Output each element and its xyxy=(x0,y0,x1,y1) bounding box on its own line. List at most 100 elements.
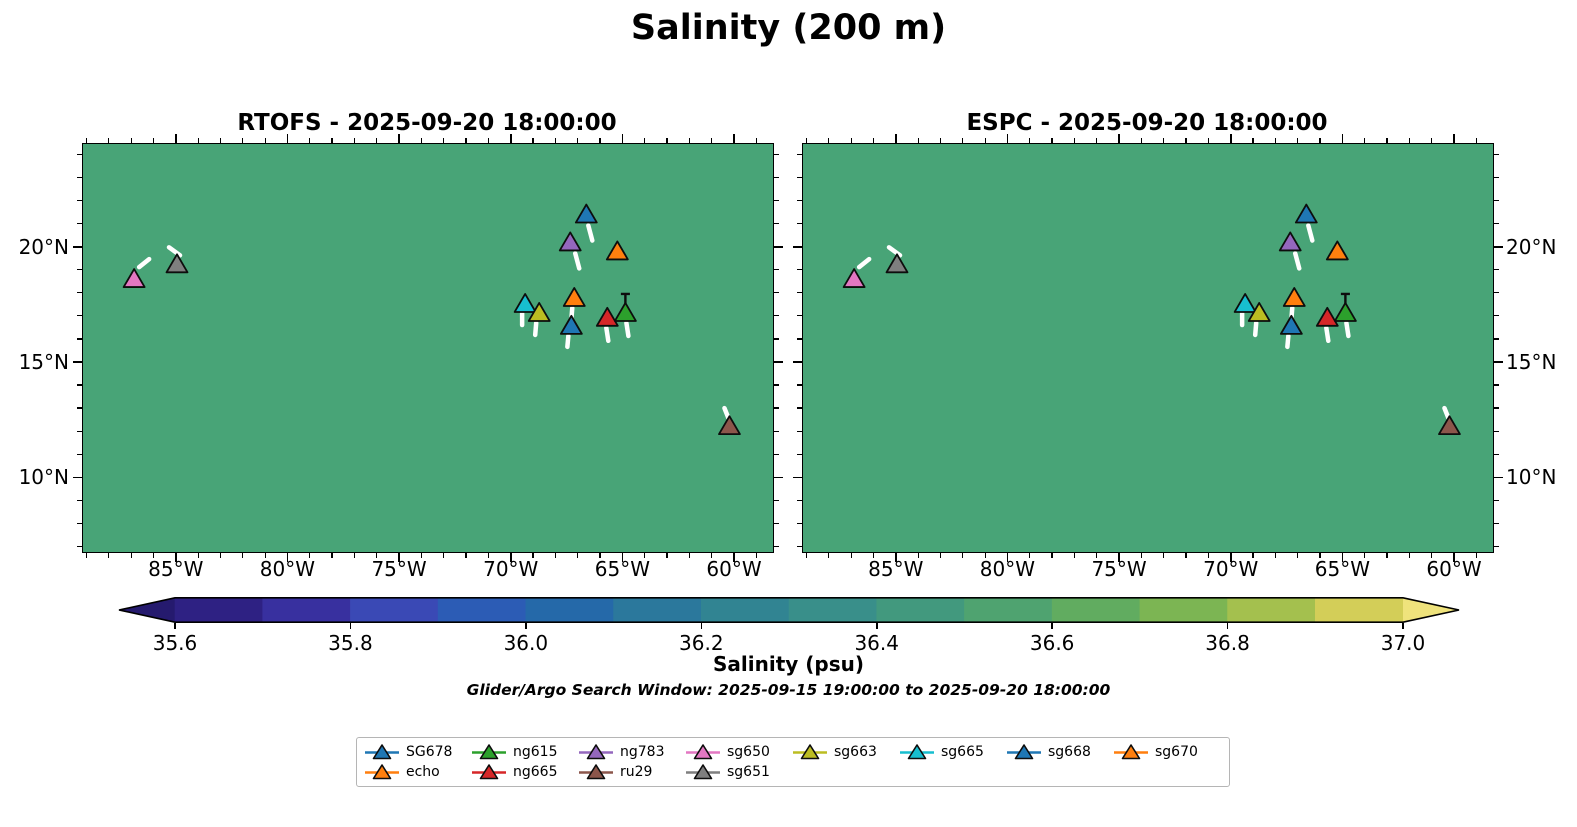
tick-mark xyxy=(1029,138,1031,143)
tick-mark xyxy=(805,138,808,143)
tick-mark xyxy=(577,552,579,558)
tick-mark xyxy=(77,315,82,317)
tick-mark xyxy=(532,138,534,143)
tick-mark xyxy=(1006,134,1009,143)
tick-mark xyxy=(152,138,155,143)
legend-label: ng783 xyxy=(620,744,665,760)
legend-marker-icon xyxy=(686,744,720,760)
panel-title-rtofs: RTOFS - 2025-09-20 18:00:00 xyxy=(237,110,617,136)
tick-mark xyxy=(733,552,735,562)
glider-marker-sg668 xyxy=(559,314,583,335)
tick-mark xyxy=(773,246,783,248)
tick-mark xyxy=(1163,138,1165,143)
tick-mark xyxy=(219,552,222,558)
tick-mark xyxy=(1453,552,1455,562)
tick-mark xyxy=(130,138,132,143)
colorbar-tick xyxy=(1226,623,1229,629)
tick-mark xyxy=(1341,552,1344,562)
glider-trail-ng665 xyxy=(1324,325,1331,344)
tick-mark xyxy=(1096,138,1098,143)
glider-marker-sg663 xyxy=(527,302,551,322)
legend-marker-icon xyxy=(1114,744,1148,760)
glider-trail-ru29 xyxy=(722,405,731,421)
tick-mark xyxy=(773,499,779,501)
tick-mark xyxy=(793,246,802,248)
tick-mark xyxy=(797,384,802,386)
tick-mark xyxy=(1493,522,1499,524)
tick-mark xyxy=(797,315,802,317)
y-tick-label: 10°N xyxy=(18,465,69,490)
tick-mark xyxy=(773,269,779,271)
tick-mark xyxy=(219,138,222,143)
tick-mark xyxy=(85,552,88,558)
legend-label: sg670 xyxy=(1155,744,1198,760)
tick-mark xyxy=(353,552,355,558)
tick-mark xyxy=(1475,138,1477,143)
colorbar-tick-label: 36.2 xyxy=(679,631,724,655)
legend-marker-icon xyxy=(686,764,720,780)
tick-mark xyxy=(666,138,668,143)
glider-marker-sg663 xyxy=(1247,302,1271,322)
tick-mark xyxy=(77,430,82,432)
tick-mark xyxy=(797,545,802,547)
tick-mark xyxy=(793,476,802,479)
tick-mark xyxy=(1073,138,1075,143)
legend-item-sg665: sg665 xyxy=(900,743,1007,761)
tick-mark xyxy=(621,134,624,143)
tick-mark xyxy=(797,292,802,294)
glider-marker-ru29 xyxy=(1438,415,1461,436)
tick-mark xyxy=(1073,552,1075,558)
tick-mark xyxy=(175,134,177,143)
ocean-base xyxy=(83,144,773,552)
tick-mark xyxy=(1096,552,1098,558)
glider-trail-sg663 xyxy=(1252,320,1259,338)
tick-mark xyxy=(895,552,897,562)
y-tick-label: 10°N xyxy=(1506,465,1557,490)
tick-mark xyxy=(420,138,422,143)
tick-mark xyxy=(554,552,556,558)
tick-mark xyxy=(797,269,802,271)
tick-mark xyxy=(1408,138,1410,143)
tick-mark xyxy=(242,138,244,143)
tick-mark xyxy=(443,138,445,143)
tick-mark xyxy=(773,176,779,179)
legend-marker-icon xyxy=(793,744,827,760)
colorbar-tick xyxy=(1402,623,1404,629)
tick-mark xyxy=(1319,138,1321,143)
tick-mark xyxy=(77,453,82,455)
tick-mark xyxy=(443,552,445,558)
x-tick-label: 65°W xyxy=(1314,557,1370,581)
colorbar-tick xyxy=(700,623,703,629)
tick-mark xyxy=(1252,138,1254,143)
tick-mark xyxy=(917,138,919,143)
glider-marker-SG678 xyxy=(1294,203,1318,224)
tick-mark xyxy=(1051,552,1053,558)
glider-trail-sg668 xyxy=(1285,333,1291,350)
glider-trail-sg651 xyxy=(886,245,903,258)
tick-mark xyxy=(1493,153,1499,156)
colorbar-segment xyxy=(525,597,614,623)
tick-mark xyxy=(1493,338,1499,340)
legend-marker-icon xyxy=(365,764,399,780)
glider-marker-SG678 xyxy=(574,203,598,224)
tick-mark xyxy=(1252,552,1254,558)
glider-marker-sg651 xyxy=(885,253,909,274)
tick-mark xyxy=(77,522,82,524)
tick-mark xyxy=(108,552,110,558)
tick-mark xyxy=(850,552,852,558)
tick-mark xyxy=(77,269,82,271)
tick-mark xyxy=(644,138,646,143)
tick-mark xyxy=(1319,552,1321,558)
search-window-subtitle: Glider/Argo Search Window: 2025-09-15 19… xyxy=(466,681,1111,699)
tick-mark xyxy=(1493,361,1503,363)
tick-mark xyxy=(1118,552,1120,562)
glider-marker-ng615 xyxy=(1333,302,1357,322)
glider-marker-sg651 xyxy=(165,253,189,274)
glider-marker-sg670 xyxy=(1325,240,1349,261)
tick-mark xyxy=(108,138,110,143)
tick-mark xyxy=(688,138,690,143)
tick-mark xyxy=(77,407,82,409)
tick-mark xyxy=(1140,552,1142,558)
tick-mark xyxy=(1493,292,1499,294)
tick-mark xyxy=(850,138,852,143)
